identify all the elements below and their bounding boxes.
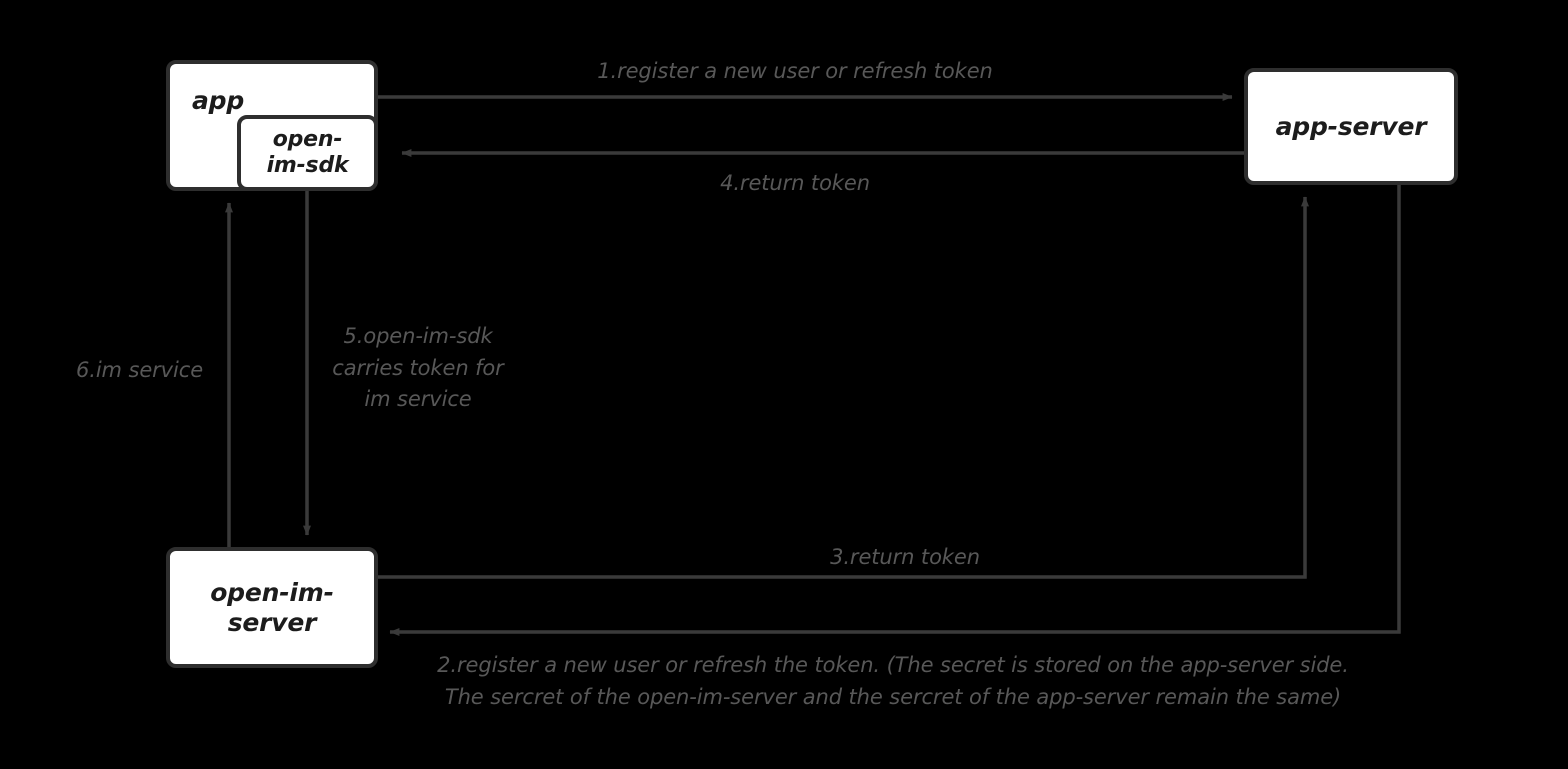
- edge-label-1: 1.register a new user or refresh token: [597, 59, 993, 83]
- node-open-im-server[interactable]: open-im- server: [166, 547, 378, 668]
- edge-label-5: 5.open-im-sdk carries token for im servi…: [332, 324, 504, 411]
- edge-label-2: 2.register a new user or refresh the tok…: [437, 653, 1349, 709]
- edge-label-6: 6.im service: [75, 358, 204, 382]
- node-app-server-label: app-server: [1275, 111, 1427, 141]
- edge-label-4: 4.return token: [720, 171, 870, 195]
- node-open-im-sdk-label: open- im-sdk: [266, 126, 349, 178]
- node-open-im-sdk[interactable]: open- im-sdk: [237, 115, 378, 191]
- edge-label-3: 3.return token: [830, 545, 980, 569]
- node-open-im-server-label: open-im- server: [210, 578, 334, 637]
- node-app-server[interactable]: app-server: [1244, 68, 1458, 185]
- node-app-label: app: [192, 86, 245, 115]
